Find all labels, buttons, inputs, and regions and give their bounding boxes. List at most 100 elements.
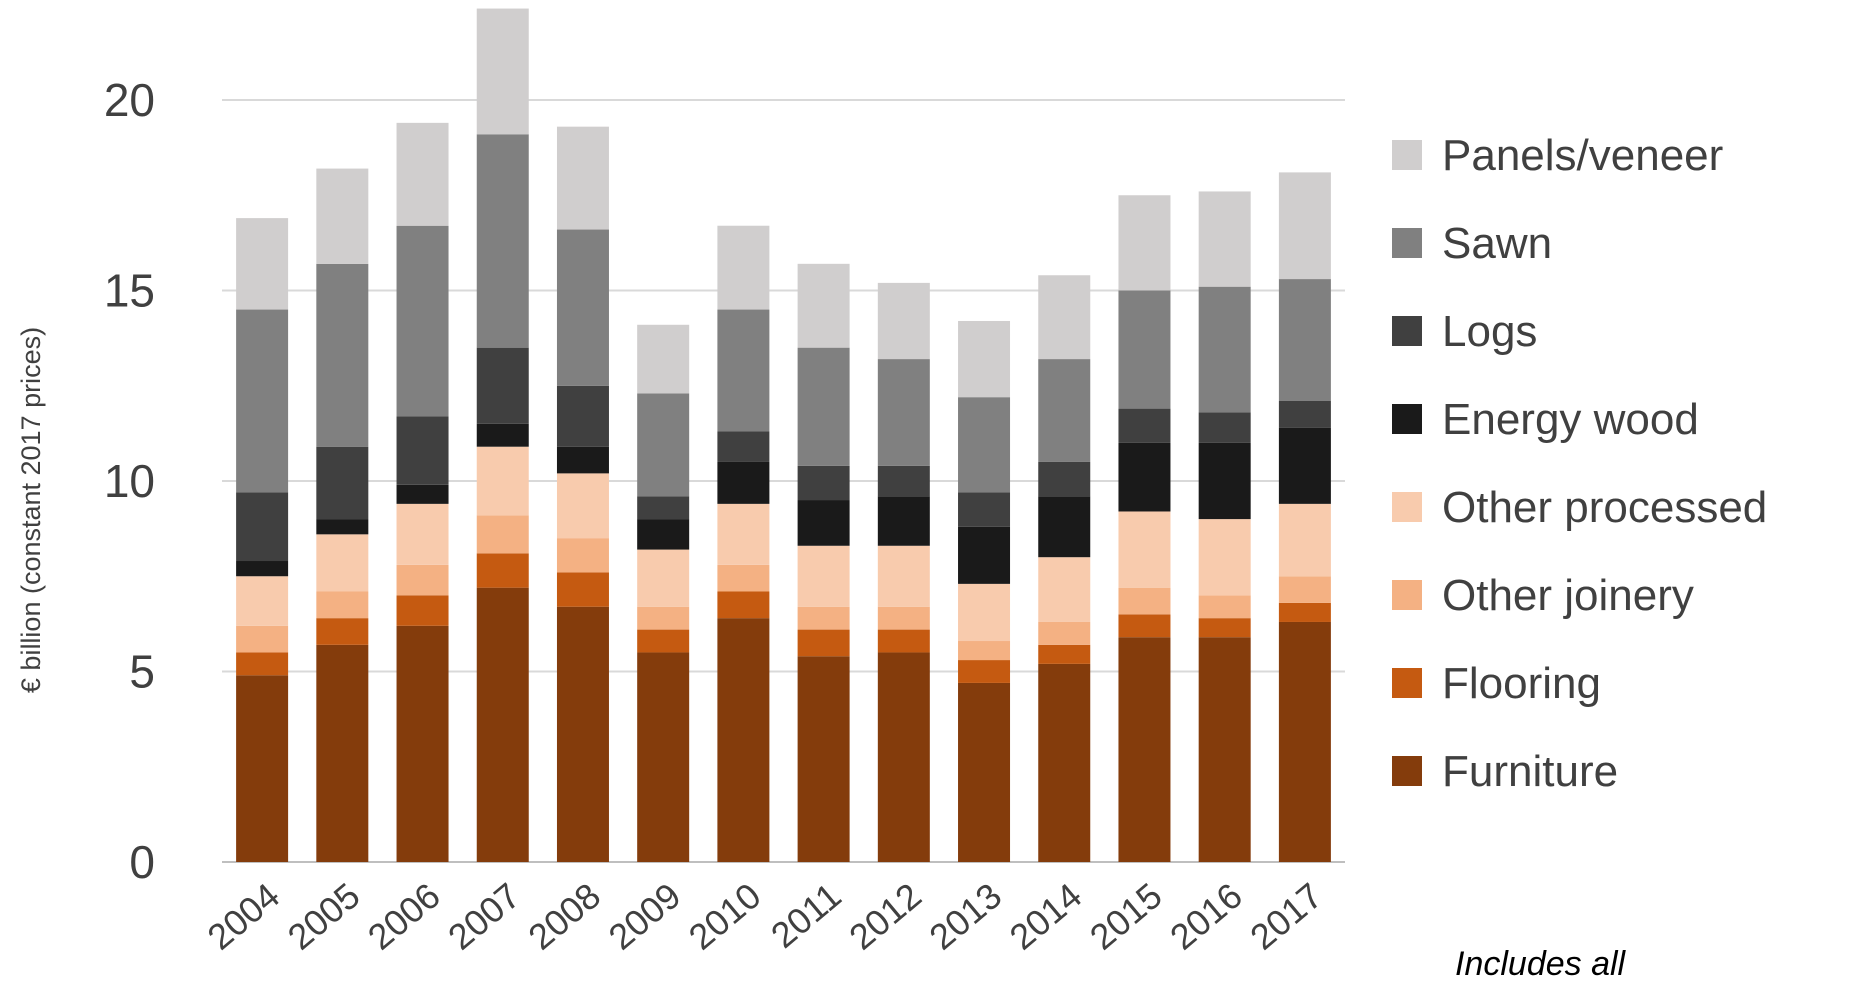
bar-segment xyxy=(316,446,369,520)
legend-label: Furniture xyxy=(1442,747,1618,796)
bar-segment xyxy=(1198,595,1251,619)
y-tick-labels: 0 5 10 15 20 xyxy=(104,74,155,888)
legend-swatch xyxy=(1392,668,1422,698)
legend: Panels/veneer Sawn Logs Energy wood Other pr… xyxy=(1392,131,1767,796)
bar-segment xyxy=(797,656,850,862)
bar-segment xyxy=(316,519,369,535)
y-tick-label: 10 xyxy=(104,455,155,507)
bar-segment xyxy=(797,347,850,466)
bar-segment xyxy=(877,606,930,630)
bar-segment xyxy=(1278,576,1331,603)
x-tick-label: 2008 xyxy=(520,875,608,958)
bar-segment xyxy=(877,545,930,607)
bar-segment xyxy=(958,320,1011,398)
bar-segment xyxy=(797,606,850,630)
bar-segment xyxy=(236,675,289,862)
bar-segment xyxy=(637,324,690,394)
bar-segment xyxy=(316,263,369,447)
x-tick-label: 2010 xyxy=(681,875,769,958)
bar-segment xyxy=(717,564,770,592)
bar-segment xyxy=(1118,408,1171,443)
legend-swatch xyxy=(1392,492,1422,522)
bar-segment xyxy=(797,629,850,657)
bar-segment xyxy=(1278,279,1331,401)
legend-label: Other joinery xyxy=(1442,571,1694,620)
y-tick-label: 0 xyxy=(129,836,155,888)
bar-segment xyxy=(396,225,449,417)
bar-segment xyxy=(1038,275,1091,360)
y-tick-label: 20 xyxy=(104,74,155,126)
x-tick-label: 2015 xyxy=(1082,875,1170,958)
bar-segment xyxy=(476,446,529,516)
bar-segment xyxy=(1038,644,1091,664)
legend-swatch xyxy=(1392,140,1422,170)
bar-segment xyxy=(1198,519,1251,596)
bar-segment xyxy=(556,572,609,607)
bar-segment xyxy=(236,492,289,562)
bar-segment xyxy=(717,618,770,862)
bar-segment xyxy=(1278,172,1331,280)
bar-segment xyxy=(877,496,930,546)
x-tick-label: 2009 xyxy=(601,875,689,958)
bar-segment xyxy=(236,625,289,653)
bar-segment xyxy=(717,431,770,462)
bar-segment xyxy=(877,629,930,653)
bar-segment xyxy=(1198,191,1251,287)
bar-segment xyxy=(637,549,690,607)
bar-segment xyxy=(556,446,609,474)
bar-segment xyxy=(958,641,1011,661)
bar-segment xyxy=(236,309,289,493)
bar-segment xyxy=(797,545,850,607)
bar-segment xyxy=(1038,359,1091,462)
bar-segment xyxy=(236,576,289,626)
bar-segment xyxy=(476,587,529,862)
bar-segment xyxy=(396,503,449,565)
bar-segment xyxy=(1278,602,1331,622)
bar-segment xyxy=(1278,427,1331,504)
x-tick-label: 2011 xyxy=(763,875,849,956)
legend-label: Panels/veneer xyxy=(1442,131,1723,180)
bar-segment xyxy=(1198,637,1251,862)
bar-segment xyxy=(637,629,690,653)
bar-segment xyxy=(556,229,609,386)
bar-segment xyxy=(396,564,449,596)
bar-segment xyxy=(637,393,690,497)
x-tick-label: 2013 xyxy=(921,875,1009,958)
bars xyxy=(236,8,1331,862)
bar-segment xyxy=(1118,587,1171,615)
x-tick-label: 2012 xyxy=(841,875,929,958)
bar-segment xyxy=(958,682,1011,862)
legend-swatch xyxy=(1392,228,1422,258)
bar-segment xyxy=(556,473,609,539)
legend-label: Sawn xyxy=(1442,219,1552,268)
x-tick-labels: 2004200520062007200820092010201120122013… xyxy=(200,875,1330,958)
bar-segment xyxy=(877,652,930,862)
x-tick-label: 2017 xyxy=(1242,875,1330,958)
legend-swatch xyxy=(1392,404,1422,434)
gridlines xyxy=(222,99,1345,863)
bar-segment xyxy=(476,8,529,135)
bar-segment xyxy=(877,282,930,360)
y-axis-label: € billion (constant 2017 prices) xyxy=(16,327,46,693)
bar-segment xyxy=(236,652,289,676)
bar-segment xyxy=(476,423,529,447)
footnote: Includes all xyxy=(1455,945,1626,983)
bar-segment xyxy=(316,618,369,645)
legend-label: Flooring xyxy=(1442,659,1601,708)
bar-segment xyxy=(637,606,690,630)
bar-segment xyxy=(637,652,690,862)
bar-segment xyxy=(236,561,289,577)
bar-segment xyxy=(1118,290,1171,409)
bar-segment xyxy=(1038,557,1091,622)
legend-swatch xyxy=(1392,580,1422,610)
bar-segment xyxy=(717,461,770,504)
bar-segment xyxy=(877,359,930,466)
legend-swatch xyxy=(1392,756,1422,786)
bar-segment xyxy=(717,503,770,565)
bar-segment xyxy=(1118,511,1171,588)
bar-segment xyxy=(556,126,609,230)
bar-segment xyxy=(476,553,529,588)
bar-segment xyxy=(877,465,930,497)
bar-segment xyxy=(1038,663,1091,862)
